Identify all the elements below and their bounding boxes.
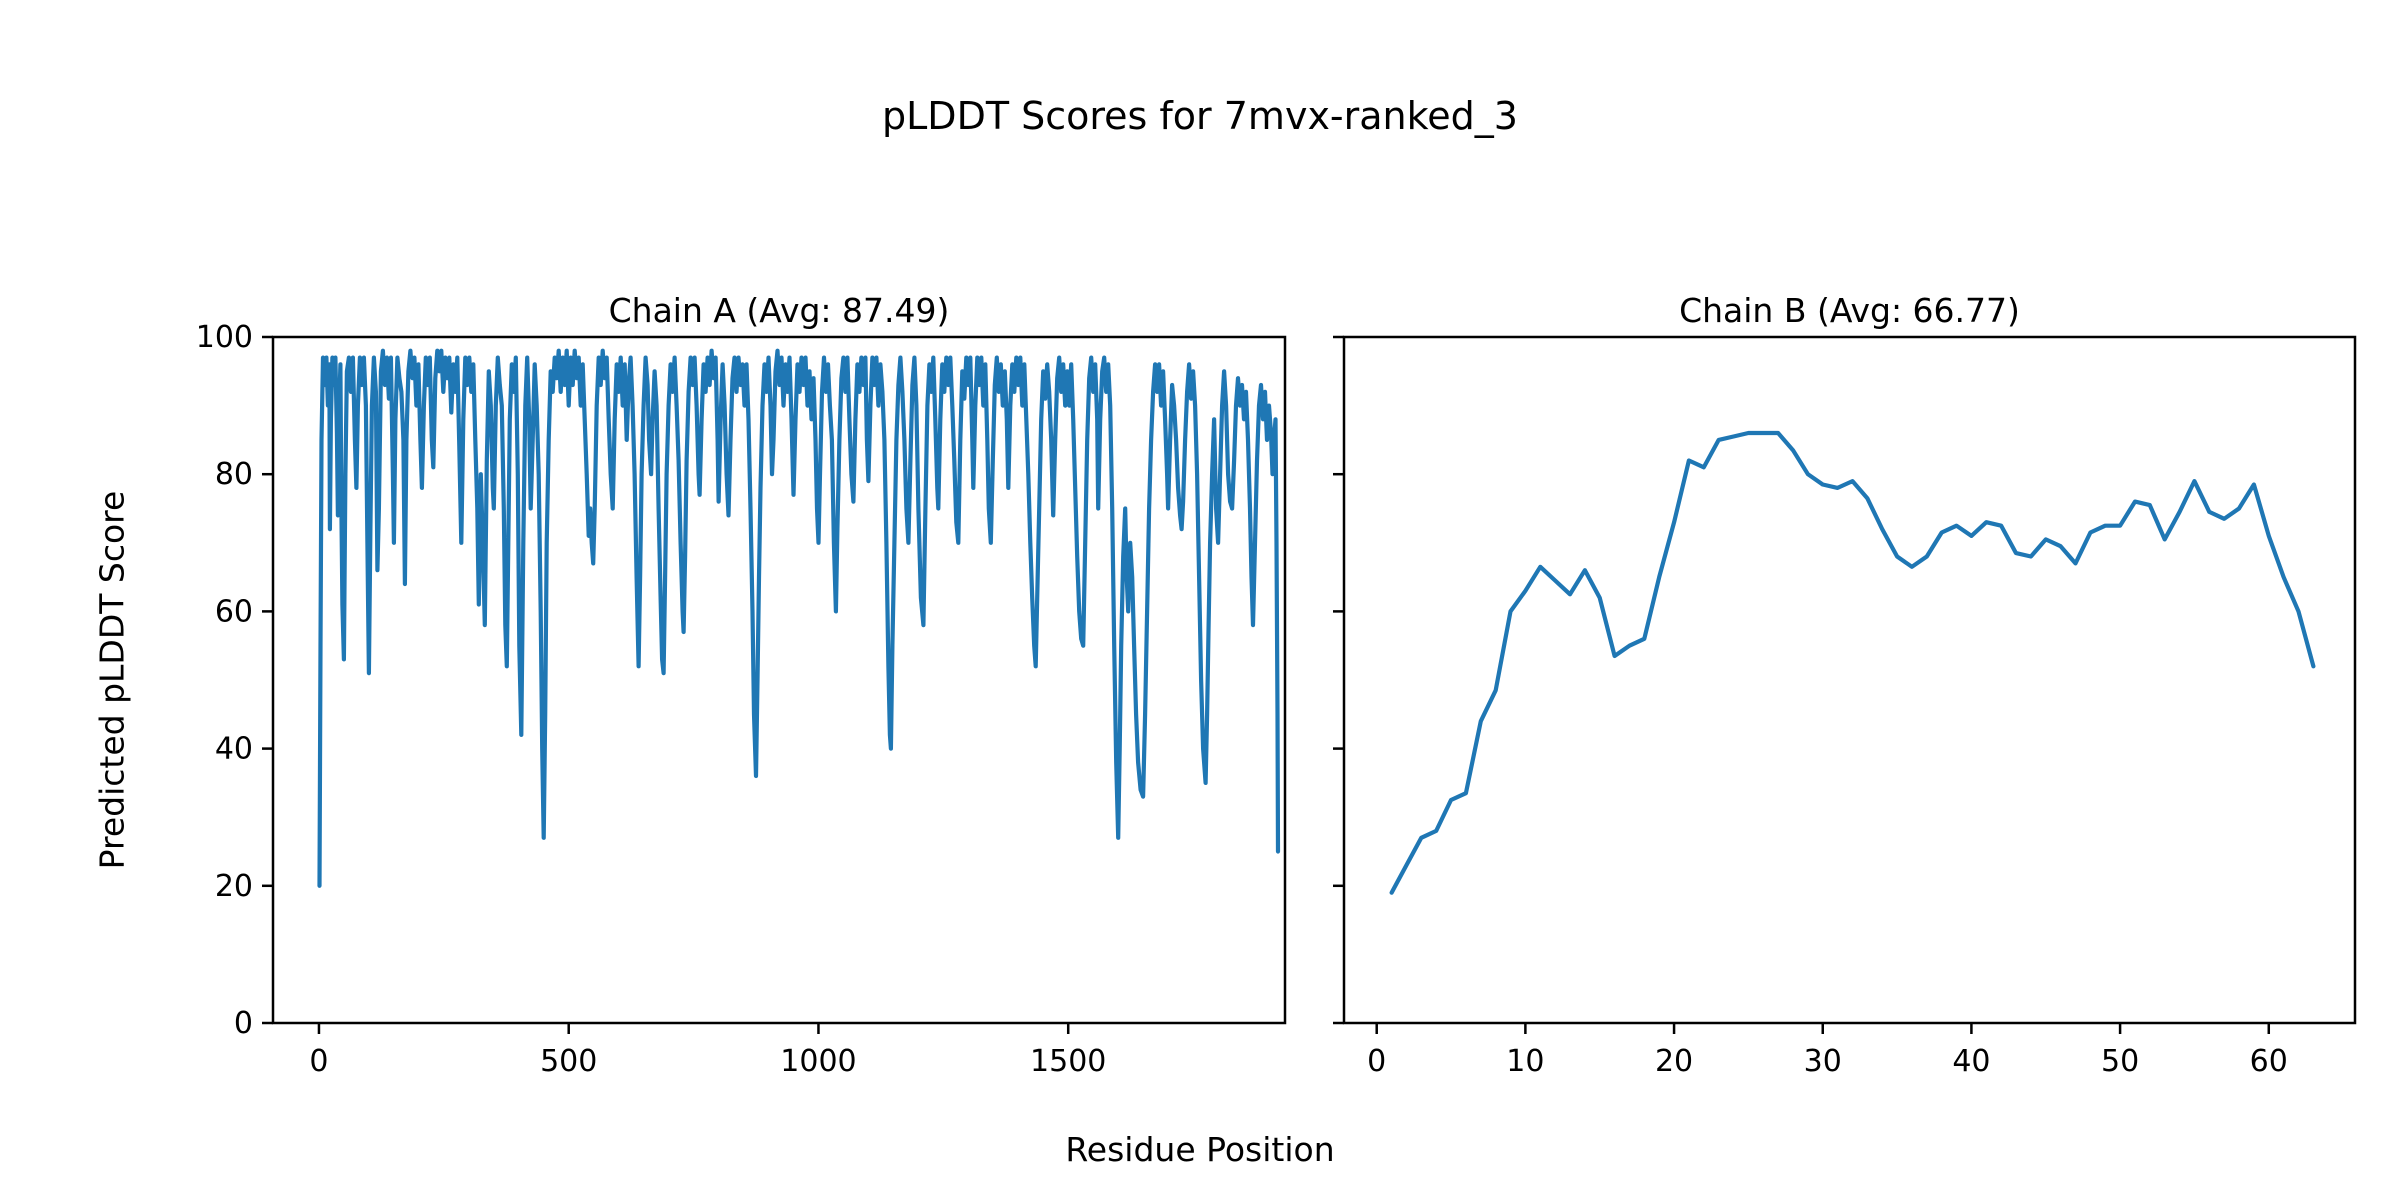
y-tick-label: 60: [215, 594, 253, 629]
y-tick-label: 100: [196, 320, 253, 355]
x-tick-label: 50: [2101, 1044, 2139, 1079]
x-tick-label: 40: [1952, 1044, 1990, 1079]
plddt-line-chain-a: [317, 348, 1281, 888]
y-tick-label: 20: [215, 869, 253, 904]
x-tick-label: 1000: [780, 1044, 856, 1079]
x-tick-label: 10: [1506, 1044, 1544, 1079]
subplot-title-chain-a: Chain A (Avg: 87.49): [608, 291, 950, 330]
plddt-line-chain-b: [1389, 430, 2316, 895]
axes-spines-chain-a: [271, 335, 1287, 1025]
y-axis-label: Predicted pLDDT Score: [92, 490, 132, 870]
y-tick-label: 0: [234, 1006, 253, 1041]
x-tick-label: 20: [1655, 1044, 1693, 1079]
x-axis-label: Residue Position: [1065, 1130, 1335, 1169]
x-tick-label: 60: [2250, 1044, 2288, 1079]
x-tick-label: 0: [309, 1044, 328, 1079]
x-tick-label: 500: [540, 1044, 597, 1079]
x-tick-label: 0: [1367, 1044, 1386, 1079]
y-tick-label: 40: [215, 732, 253, 767]
axes-spines-chain-b: [1342, 335, 2357, 1025]
x-tick-label: 1500: [1030, 1044, 1106, 1079]
subplot-title-chain-b: Chain B (Avg: 66.77): [1679, 291, 2020, 330]
x-tick-label: 30: [1804, 1044, 1842, 1079]
y-tick-label: 80: [215, 457, 253, 492]
figure-title: pLDDT Scores for 7mvx-ranked_3: [882, 94, 1518, 138]
